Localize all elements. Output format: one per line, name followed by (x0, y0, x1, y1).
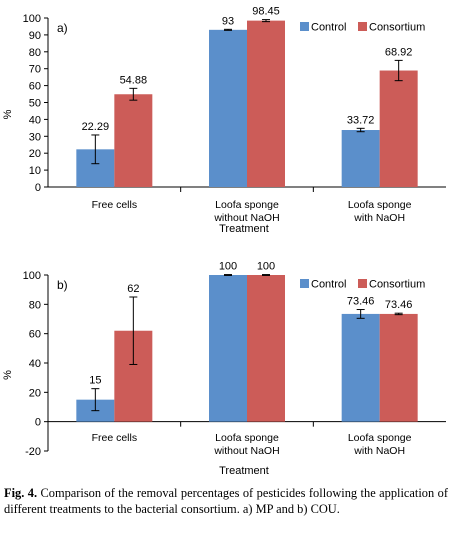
data-label: 22.29 (82, 121, 110, 133)
data-label: 54.88 (120, 74, 148, 86)
y-tick-label: 20 (29, 148, 41, 160)
data-label: 62 (127, 283, 139, 295)
y-tick-label: 80 (29, 47, 41, 59)
legend-swatch-consortium (358, 22, 367, 31)
panel-label: b) (57, 278, 68, 292)
y-axis-label: % (2, 370, 14, 380)
caption-text: Comparison of the removal percentages of… (4, 486, 448, 516)
y-tick-label: 90 (29, 30, 41, 42)
figure: 0 10 20 30 40 50 60 70 80 90 100% a) 22.29 54.88 Free … (2, 6, 446, 477)
y-tick-label: 40 (29, 358, 41, 370)
data-label: 73.46 (385, 299, 413, 311)
legend-swatch-consortium (358, 279, 367, 288)
data-label: 98.45 (252, 6, 280, 18)
legend-label: Control (311, 279, 346, 291)
x-tick-label: without NaOH (213, 445, 279, 457)
x-tick-label: Loofa sponge (215, 199, 279, 211)
bar-control (209, 29, 247, 187)
y-tick-label: 0 (35, 417, 41, 429)
y-tick-label: 60 (29, 81, 41, 93)
caption-label: Fig. 4. (4, 486, 38, 500)
y-tick-label: 10 (29, 165, 41, 177)
y-tick-label: 40 (29, 114, 41, 126)
x-tick-label: Loofa sponge (348, 432, 412, 444)
legend-label: Consortium (369, 279, 425, 291)
x-axis-label: Treatment (219, 465, 269, 477)
legend-swatch-control (300, 22, 309, 31)
bar-control (341, 130, 380, 187)
data-label: 93 (222, 15, 234, 27)
y-tick-label: 100 (23, 13, 41, 25)
x-tick-label: Free cells (92, 199, 138, 211)
x-tick-label: Loofa sponge (215, 432, 279, 444)
x-tick-label: Loofa sponge (348, 199, 412, 211)
y-tick-label: 60 (29, 329, 41, 341)
y-tick-label: 30 (29, 131, 41, 143)
y-axis-label: % (2, 109, 14, 119)
panel-label: a) (57, 21, 68, 35)
y-tick-label: 80 (29, 299, 41, 311)
bar-control (341, 313, 380, 422)
x-tick-label: with NaOH (353, 212, 405, 224)
data-label: 100 (257, 261, 275, 273)
data-label: 15 (89, 375, 101, 387)
figure-caption: Fig. 4. Comparison of the removal percen… (4, 486, 448, 517)
data-label: 73.46 (347, 296, 375, 308)
y-tick-label: 70 (29, 64, 41, 76)
y-tick-label: 50 (29, 98, 41, 110)
bar-control (209, 275, 247, 422)
data-label: 33.72 (347, 114, 375, 126)
x-axis-label: Treatment (219, 223, 269, 235)
x-tick-label: with NaOH (353, 445, 405, 457)
bar-consortium (379, 70, 418, 187)
bar-consortium (114, 94, 153, 187)
x-tick-label: without NaOH (213, 212, 279, 224)
legend-label: Consortium (369, 22, 425, 34)
data-label: 100 (219, 261, 237, 273)
bar-consortium (379, 313, 418, 422)
y-tick-label: 20 (29, 387, 41, 399)
bar-consortium (247, 275, 285, 422)
y-tick-label: -20 (25, 446, 41, 458)
y-tick-label: 100 (23, 270, 41, 282)
legend-swatch-control (300, 279, 309, 288)
x-tick-label: Free cells (92, 432, 138, 444)
data-label: 68.92 (385, 46, 413, 58)
bar-consortium (247, 20, 285, 187)
legend-label: Control (311, 22, 346, 34)
y-tick-label: 0 (35, 182, 41, 194)
